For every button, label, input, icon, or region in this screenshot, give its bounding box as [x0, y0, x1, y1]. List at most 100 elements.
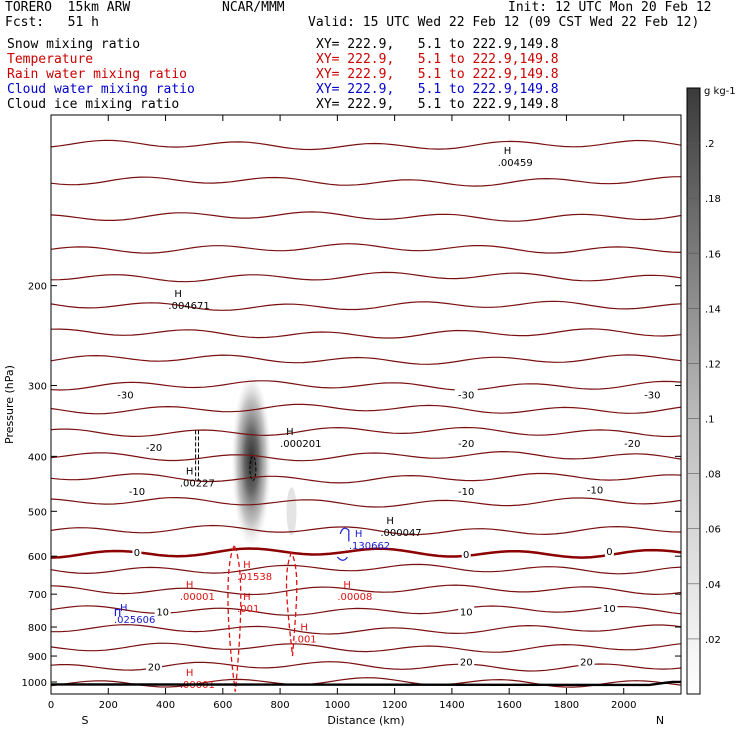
- x-tick-label: 1800: [554, 700, 579, 711]
- snow-max-label: .00227: [180, 478, 215, 489]
- freezing-isotherm: [50, 547, 682, 559]
- isotherm-label: -30: [458, 390, 474, 401]
- x-tick-label: 0: [48, 700, 54, 711]
- isotherm-label-bg: [601, 601, 618, 614]
- isotherm-label-bg: [461, 548, 471, 561]
- isotherm-line: [50, 139, 682, 151]
- x-tick-label: 1200: [382, 700, 407, 711]
- x-tick-label: 1400: [439, 700, 464, 711]
- cloud-ice-contour: [249, 455, 257, 481]
- x-tick-label: 200: [99, 700, 118, 711]
- y-axis-title: Pressure (hPa): [3, 365, 16, 444]
- isotherm-label-bg: [604, 544, 614, 557]
- snow-max-label: .000047: [380, 528, 421, 539]
- y-tick-label: 600: [28, 552, 47, 563]
- isotherm-line: [50, 426, 682, 438]
- rain-contour-secondary: [285, 551, 298, 657]
- isotherm-label-bg: [146, 660, 163, 673]
- isotherm-label: -30: [644, 390, 660, 401]
- colorbar-unit: g kg-1: [704, 86, 736, 97]
- isotherm-label: -20: [458, 439, 474, 450]
- y-tick-label: 200: [28, 282, 47, 293]
- rain-max-label-marker: H: [343, 580, 351, 591]
- isotherm-label: 20: [148, 662, 161, 673]
- rain-max-label: .001: [294, 634, 316, 645]
- colorbar-tick-label: .14: [705, 304, 721, 315]
- isotherm-label-bg: [458, 655, 475, 668]
- isotherm-line: [50, 354, 682, 365]
- init-time: Init: 12 UTC Mon 20 Feb 12: [508, 0, 712, 15]
- legend-field-name: Snow mixing ratio: [7, 37, 141, 52]
- isotherm-line: [50, 176, 682, 187]
- plot-frame: [50, 114, 682, 695]
- cloud-water-max-label-marker: H: [120, 603, 128, 614]
- isotherm-line: [50, 524, 682, 536]
- isotherm-label: -20: [624, 439, 640, 450]
- snow-max-label-marker: H: [186, 466, 194, 477]
- isotherm-line: [50, 496, 682, 508]
- isotherm-label-bg: [154, 605, 171, 618]
- colorbar-tick-label: .06: [705, 525, 721, 536]
- isotherm-label-bg: [113, 388, 137, 401]
- x-tick-label: 1600: [496, 700, 521, 711]
- isotherm-label-bg: [142, 440, 166, 453]
- y-tick-label: 300: [28, 382, 47, 393]
- isotherm-line: [50, 380, 682, 391]
- rain-max-label: .00001: [180, 592, 215, 603]
- isotherm-label-bg: [458, 605, 475, 618]
- cloud-water-max-label: .130662: [349, 541, 390, 552]
- cloud-water-contour: [339, 527, 350, 542]
- rain-max-label-marker: H: [300, 622, 308, 633]
- colorbar-tick-label: .16: [705, 249, 721, 260]
- snow-max-label: .004671: [168, 301, 209, 312]
- snow-contour: [195, 430, 199, 480]
- valid-time: Valid: 15 UTC Wed 22 Feb 12 (09 CST Wed …: [308, 15, 700, 30]
- colorbar-tick-label: .02: [705, 635, 721, 646]
- x-axis-title: Distance (km): [327, 714, 404, 727]
- legend-field-name: Temperature: [7, 52, 94, 67]
- x-tick-label: 800: [271, 700, 290, 711]
- isotherm-label: 20: [580, 657, 593, 668]
- rain-max-label: .00008: [337, 592, 372, 603]
- isotherm-label: 20: [460, 657, 473, 668]
- isotherm-line: [50, 472, 682, 484]
- colorbar-tick-label: .08: [705, 470, 721, 481]
- y-tick-label: 700: [28, 590, 47, 601]
- isotherm-label: -10: [458, 487, 474, 498]
- colorbar-tick-label: .04: [705, 580, 721, 591]
- isotherm-label: -10: [587, 486, 603, 497]
- isotherm-line: [50, 300, 682, 311]
- snow-max-label: .00459: [498, 158, 533, 169]
- colorbar-tick-label: .18: [705, 194, 721, 205]
- rain-max-label-marker: H: [243, 560, 251, 571]
- colorbar-tick-label: .2: [705, 139, 715, 150]
- isotherm-line: [50, 642, 682, 653]
- north-label: N: [656, 714, 664, 727]
- x-tick-label: 2000: [611, 700, 636, 711]
- y-tick-label: 1000: [22, 678, 47, 689]
- snow-max-label: .000201: [280, 439, 321, 450]
- legend-field-xy: XY= 222.9, 5.1 to 222.9,149.8: [316, 52, 559, 67]
- isotherm-label-bg: [583, 483, 607, 496]
- isotherm-label: -20: [146, 443, 162, 454]
- cloud-water-max-label-marker: H: [355, 529, 363, 540]
- rain-max-label-marker: H: [186, 580, 194, 591]
- y-tick-label: 400: [28, 452, 47, 463]
- colorbar-tick-label: .1: [705, 415, 715, 426]
- legend-field-name: Rain water mixing ratio: [7, 67, 188, 82]
- y-tick-label: 900: [28, 652, 47, 663]
- isotherm-line: [50, 677, 682, 688]
- isotherm-label: 0: [606, 547, 612, 558]
- snow-max-label-marker: H: [386, 516, 394, 527]
- terrain-surface: [50, 680, 681, 687]
- cloud-water-max-label: .025606: [114, 615, 155, 626]
- isotherm-line: [50, 605, 682, 616]
- rain-max-label: .01538: [237, 572, 272, 583]
- isotherm-line: [51, 624, 682, 635]
- cloud-water-contour: [114, 608, 121, 617]
- x-tick-label: 400: [156, 700, 175, 711]
- isotherm-label-bg: [620, 437, 644, 450]
- isotherm-line: [50, 584, 682, 596]
- isotherm-line: [50, 271, 682, 283]
